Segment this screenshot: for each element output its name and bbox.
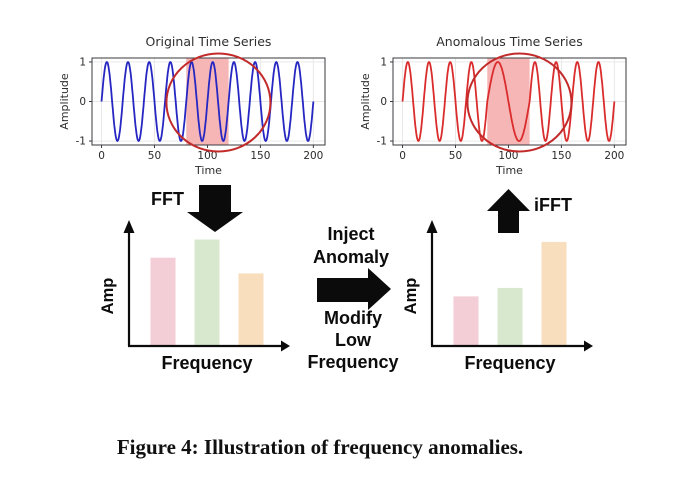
chart-title: Original Time Series	[146, 34, 272, 49]
x-tick-label: 200	[604, 150, 624, 162]
x-axis-label: Frequency	[464, 353, 555, 373]
y-tick-label: 1	[79, 56, 86, 68]
x-tick-label: 150	[250, 150, 270, 162]
inject-anomaly-line1: Inject	[327, 224, 375, 244]
y-tick-label: 0	[79, 96, 86, 108]
x-tick-label: 50	[449, 150, 462, 162]
x-axis-arrowhead	[281, 340, 290, 352]
x-tick-label: 50	[148, 150, 161, 162]
inject-anomaly-line2: Anomaly	[312, 247, 390, 267]
figure-caption: Figure 4: Illustration of frequency anom…	[116, 435, 524, 459]
bar	[453, 296, 479, 346]
bar	[238, 273, 264, 346]
x-tick-label: 150	[551, 150, 571, 162]
highlight-circle	[165, 52, 272, 153]
bar	[541, 241, 567, 346]
modify-line3: Frequency	[307, 352, 399, 372]
waveform-path	[401, 61, 616, 142]
chart-title: Anomalous Time Series	[436, 34, 583, 49]
modify-low-frequency-label: Modify Low Frequency	[293, 307, 413, 373]
original-time-series-chart: 0 50 100 150 200 -1 0 1 Original Time Series Time…	[58, 34, 326, 177]
inject-anomaly-label: Inject Anomaly	[299, 223, 403, 269]
x-tick-label: 100	[498, 150, 518, 162]
y-tick-label: 0	[380, 96, 387, 108]
right-arrow-shape	[317, 268, 391, 310]
ifft-up-arrow-icon	[487, 189, 530, 233]
modify-line1: Modify	[324, 308, 382, 328]
fft-spectrum-anomalous-chart: Frequency Amp	[402, 220, 593, 373]
bar	[150, 257, 176, 346]
modify-line2: Low	[335, 330, 371, 350]
down-arrow-shape	[187, 185, 243, 232]
y-axis-arrowhead	[426, 220, 438, 233]
x-tick-label: 200	[303, 150, 323, 162]
bar	[194, 239, 220, 346]
y-axis-label: Amp	[402, 278, 420, 315]
x-axis-label: Frequency	[161, 353, 252, 373]
y-axis-arrowhead	[123, 220, 135, 233]
y-tick-label: -1	[76, 136, 86, 148]
y-tick-label: 1	[380, 56, 387, 68]
fft-label: FFT	[151, 189, 184, 209]
fft-spectrum-original-chart: Frequency Amp	[99, 220, 290, 373]
highlight-circle	[466, 52, 573, 153]
y-axis-label: Amplitude	[58, 73, 71, 130]
bar	[497, 287, 523, 346]
x-tick-label: 100	[197, 150, 217, 162]
y-axis-label: Amplitude	[359, 73, 372, 130]
x-tick-label: 0	[399, 150, 406, 162]
x-tick-label: 0	[98, 150, 105, 162]
x-axis-label: Time	[194, 164, 222, 177]
waveform-path	[100, 61, 315, 142]
inject-right-arrow-icon	[317, 268, 391, 310]
fft-down-arrow-icon	[187, 185, 243, 232]
anomalous-time-series-chart: 0 50 100 150 200 -1 0 1 Anomalous Time Series Tim…	[359, 34, 627, 177]
x-axis-label: Time	[495, 164, 523, 177]
ifft-label: iFFT	[534, 195, 572, 215]
x-axis-arrowhead	[584, 340, 593, 352]
y-tick-label: -1	[377, 136, 387, 148]
y-axis-label: Amp	[99, 278, 117, 315]
up-arrow-shape	[487, 189, 530, 233]
